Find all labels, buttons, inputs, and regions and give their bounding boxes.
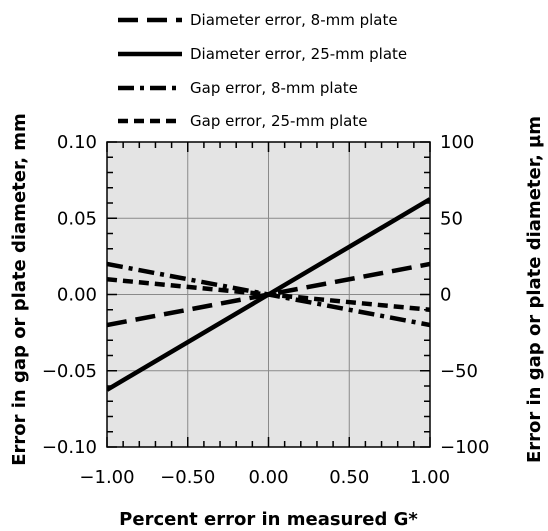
tick-labels: −1.00 −0.50 0.00 0.50 1.00 −0.10 −0.05 0.00 0.05… [42, 132, 490, 488]
y-axis-right-title: Error in gap or plate diameter, µm [524, 116, 545, 463]
legend: Diameter error, 8-mm plate Diameter error… [118, 11, 407, 130]
series-line-4 [107, 277, 430, 312]
series-group [107, 197, 430, 392]
y-left-tick-label: 0.00 [57, 285, 97, 306]
legend-label-2: Diameter error, 25-mm plate [190, 45, 407, 63]
x-tick-label: 0.00 [248, 467, 288, 488]
x-tick-label: −1.00 [79, 467, 134, 488]
y-right-tick-label: −50 [440, 361, 478, 382]
y-right-tick-label: 50 [440, 208, 463, 229]
y-right-tick-label: −100 [440, 437, 489, 458]
y-left-tick-label: −0.05 [42, 361, 97, 382]
x-tick-label: −0.50 [160, 467, 215, 488]
legend-label-1: Diameter error, 8-mm plate [190, 11, 398, 29]
y-axis-left-title: Error in gap or plate diameter, mm [9, 113, 30, 466]
legend-label-3: Gap error, 8-mm plate [190, 79, 358, 97]
y-left-tick-label: −0.10 [42, 437, 97, 458]
legend-label-4: Gap error, 25-mm plate [190, 112, 367, 130]
y-left-tick-label: 0.05 [57, 208, 97, 229]
y-left-tick-label: 0.10 [57, 132, 97, 153]
ticks [106, 141, 431, 448]
y-right-tick-label: 0 [440, 285, 451, 306]
y-right-tick-label: 100 [440, 132, 474, 153]
x-axis-title: Percent error in measured G* [119, 509, 418, 530]
x-tick-label: 0.50 [329, 467, 369, 488]
x-tick-label: 1.00 [410, 467, 450, 488]
